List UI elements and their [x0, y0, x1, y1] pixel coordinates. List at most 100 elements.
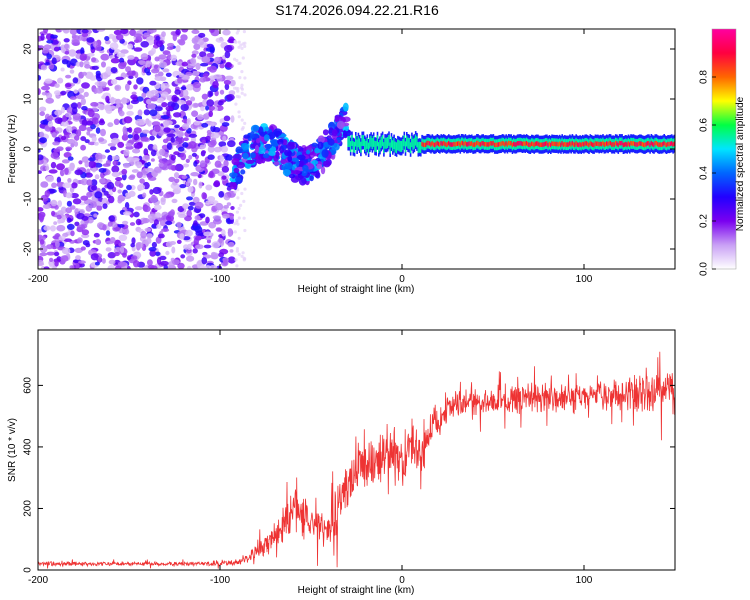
- heatmap-cell: [166, 133, 176, 138]
- heatmap-cell: [206, 43, 214, 48]
- heatmap-cell: [95, 152, 103, 160]
- heatmap-cell: [581, 141, 584, 147]
- heatmap-cell: [160, 83, 166, 91]
- heatmap-cell: [233, 230, 237, 234]
- heatmap-cell: [98, 103, 105, 111]
- heatmap-cell: [561, 141, 563, 146]
- heatmap-cell: [133, 211, 140, 218]
- y-tick-label: 0: [23, 146, 34, 152]
- heatmap-cell: [416, 136, 418, 148]
- heatmap-cell: [207, 66, 212, 71]
- heatmap-cell: [213, 56, 222, 64]
- y-tick-label: 10: [23, 93, 34, 105]
- heatmap-cell: [154, 124, 161, 133]
- heatmap-cell: [65, 146, 73, 151]
- heatmap-cell: [199, 76, 207, 83]
- heatmap-cell: [658, 142, 660, 148]
- heatmap-cell: [213, 180, 220, 187]
- heatmap-cell: [525, 140, 528, 146]
- heatmap-cell: [41, 48, 50, 54]
- heatmap-cell: [460, 140, 463, 146]
- heatmap-cell: [237, 206, 241, 211]
- heatmap-cell: [268, 131, 276, 140]
- heatmap-cell: [599, 141, 602, 147]
- heatmap-cell: [126, 265, 131, 269]
- snr-y-axis: 0 200 400 600: [23, 377, 675, 573]
- heatmap-cell: [243, 76, 247, 80]
- heatmap-cell: [409, 142, 412, 154]
- heatmap-cell: [100, 72, 109, 80]
- heatmap-cell: [127, 55, 135, 60]
- y-tick-label: -20: [23, 241, 34, 256]
- heatmap-cell: [208, 110, 213, 118]
- heatmap-cell: [38, 259, 44, 266]
- heatmap-cell: [293, 170, 301, 175]
- heatmap-cell: [101, 61, 106, 68]
- heatmap-cell: [199, 160, 206, 168]
- heatmap-cell: [233, 86, 237, 90]
- heatmap-cell: [104, 104, 112, 110]
- heatmap-cell: [129, 29, 137, 36]
- heatmap-cell: [80, 178, 88, 186]
- heatmap-cell: [235, 220, 239, 224]
- heatmap-cell: [156, 113, 161, 120]
- heatmap-cell: [109, 105, 117, 110]
- heatmap-cell: [162, 68, 170, 73]
- heatmap-cell: [91, 65, 99, 70]
- heatmap-cell: [122, 162, 131, 169]
- heatmap-cell: [102, 203, 108, 210]
- colorbar-frame: [711, 28, 737, 270]
- heatmap-cell: [240, 254, 244, 258]
- heatmap-cell: [206, 52, 215, 58]
- heatmap-cell: [657, 141, 659, 147]
- heatmap-cell: [241, 56, 245, 60]
- heatmap-cell: [648, 141, 650, 146]
- heatmap-cell: [504, 142, 506, 147]
- heatmap-cell: [150, 29, 157, 33]
- heatmap-cell: [158, 158, 168, 164]
- heatmap-cell: [623, 142, 626, 147]
- heatmap-cell: [491, 141, 493, 146]
- heatmap-cell: [586, 141, 589, 147]
- heatmap-cell: [360, 141, 362, 153]
- heatmap-cell: [235, 210, 239, 214]
- heatmap-cell: [202, 99, 207, 106]
- heatmap-cell: [233, 40, 237, 44]
- heatmap-cell: [227, 232, 233, 237]
- heatmap-cell: [434, 142, 436, 148]
- heatmap-cell: [393, 138, 395, 150]
- heatmap-cell: [104, 87, 110, 91]
- heatmap-cell: [39, 245, 48, 253]
- heatmap-x-label: Height of straight line (km): [298, 284, 415, 295]
- heatmap-cell: [240, 191, 244, 196]
- heatmap-cell: [213, 74, 223, 79]
- heatmap-cell: [115, 177, 123, 181]
- heatmap-cell: [177, 206, 185, 213]
- heatmap-cell: [61, 215, 68, 220]
- heatmap-cell: [80, 195, 89, 201]
- heatmap-cell: [191, 152, 197, 157]
- heatmap-cell: [105, 95, 110, 103]
- heatmap-cell: [119, 57, 125, 64]
- heatmap-cell: [193, 160, 198, 167]
- heatmap-cell: [168, 176, 176, 183]
- heatmap-cell: [65, 112, 72, 118]
- heatmap-cell: [142, 217, 150, 224]
- heatmap-cell: [418, 141, 421, 153]
- heatmap-cell: [649, 142, 651, 147]
- heatmap-cell: [457, 141, 459, 146]
- heatmap-cell: [43, 225, 51, 231]
- heatmap-cell: [270, 139, 280, 147]
- heatmap-cell: [130, 99, 139, 105]
- heatmap-cell: [240, 118, 244, 122]
- heatmap-cell: [664, 142, 667, 147]
- heatmap-cell: [417, 142, 420, 154]
- heatmap-cell: [155, 106, 163, 112]
- heatmap-cell: [234, 258, 238, 262]
- heatmap-cell: [208, 170, 214, 178]
- heatmap-cell: [518, 141, 520, 146]
- heatmap-cell: [42, 204, 52, 209]
- heatmap-cell: [76, 102, 82, 109]
- colorbar: 0.0 0.2 0.4 0.6 0.8 Normalized spectral ampl…: [699, 28, 746, 276]
- heatmap-cell: [81, 229, 90, 236]
